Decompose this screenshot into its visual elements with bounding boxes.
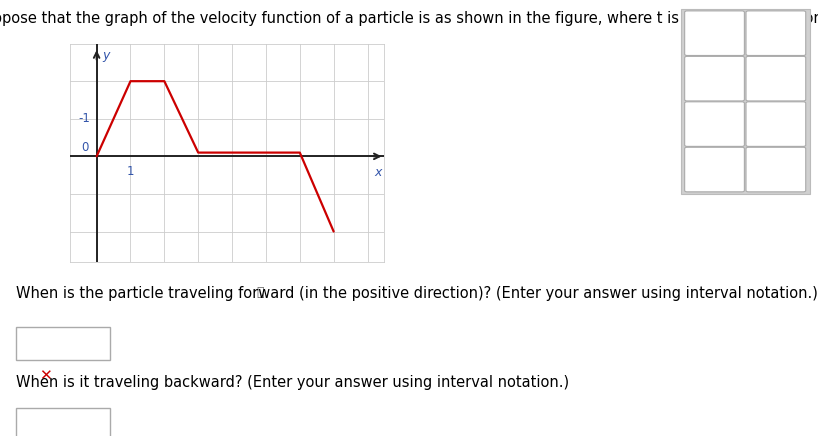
Text: √6: √6 — [707, 163, 722, 176]
Text: When is it traveling backward? (Enter your answer using interval notation.): When is it traveling backward? (Enter yo… — [16, 375, 569, 390]
Text: ✕: ✕ — [38, 368, 52, 383]
Text: X: X — [709, 72, 720, 85]
Text: Suppose that the graph of the velocity function of a particle is as shown in the: Suppose that the graph of the velocity f… — [0, 11, 818, 26]
Text: □: □ — [711, 123, 718, 132]
Text: 0: 0 — [81, 141, 88, 154]
Text: n!: n! — [770, 163, 782, 176]
Text: +: + — [708, 26, 721, 41]
Text: ─: ─ — [712, 119, 717, 129]
Text: -: - — [773, 26, 779, 41]
Text: When is the particle traveling forward (in the positive direction)? (Enter your : When is the particle traveling forward (… — [16, 286, 818, 300]
Text: □: □ — [767, 119, 778, 129]
Text: □: □ — [711, 116, 718, 125]
Text: □: □ — [782, 117, 789, 123]
Text: -1: -1 — [78, 112, 90, 125]
Text: 1: 1 — [127, 165, 134, 177]
Text: x: x — [374, 166, 381, 179]
Text: ÷: ÷ — [770, 71, 782, 86]
Text: y: y — [103, 49, 110, 62]
Text: ⓘ: ⓘ — [256, 286, 263, 299]
